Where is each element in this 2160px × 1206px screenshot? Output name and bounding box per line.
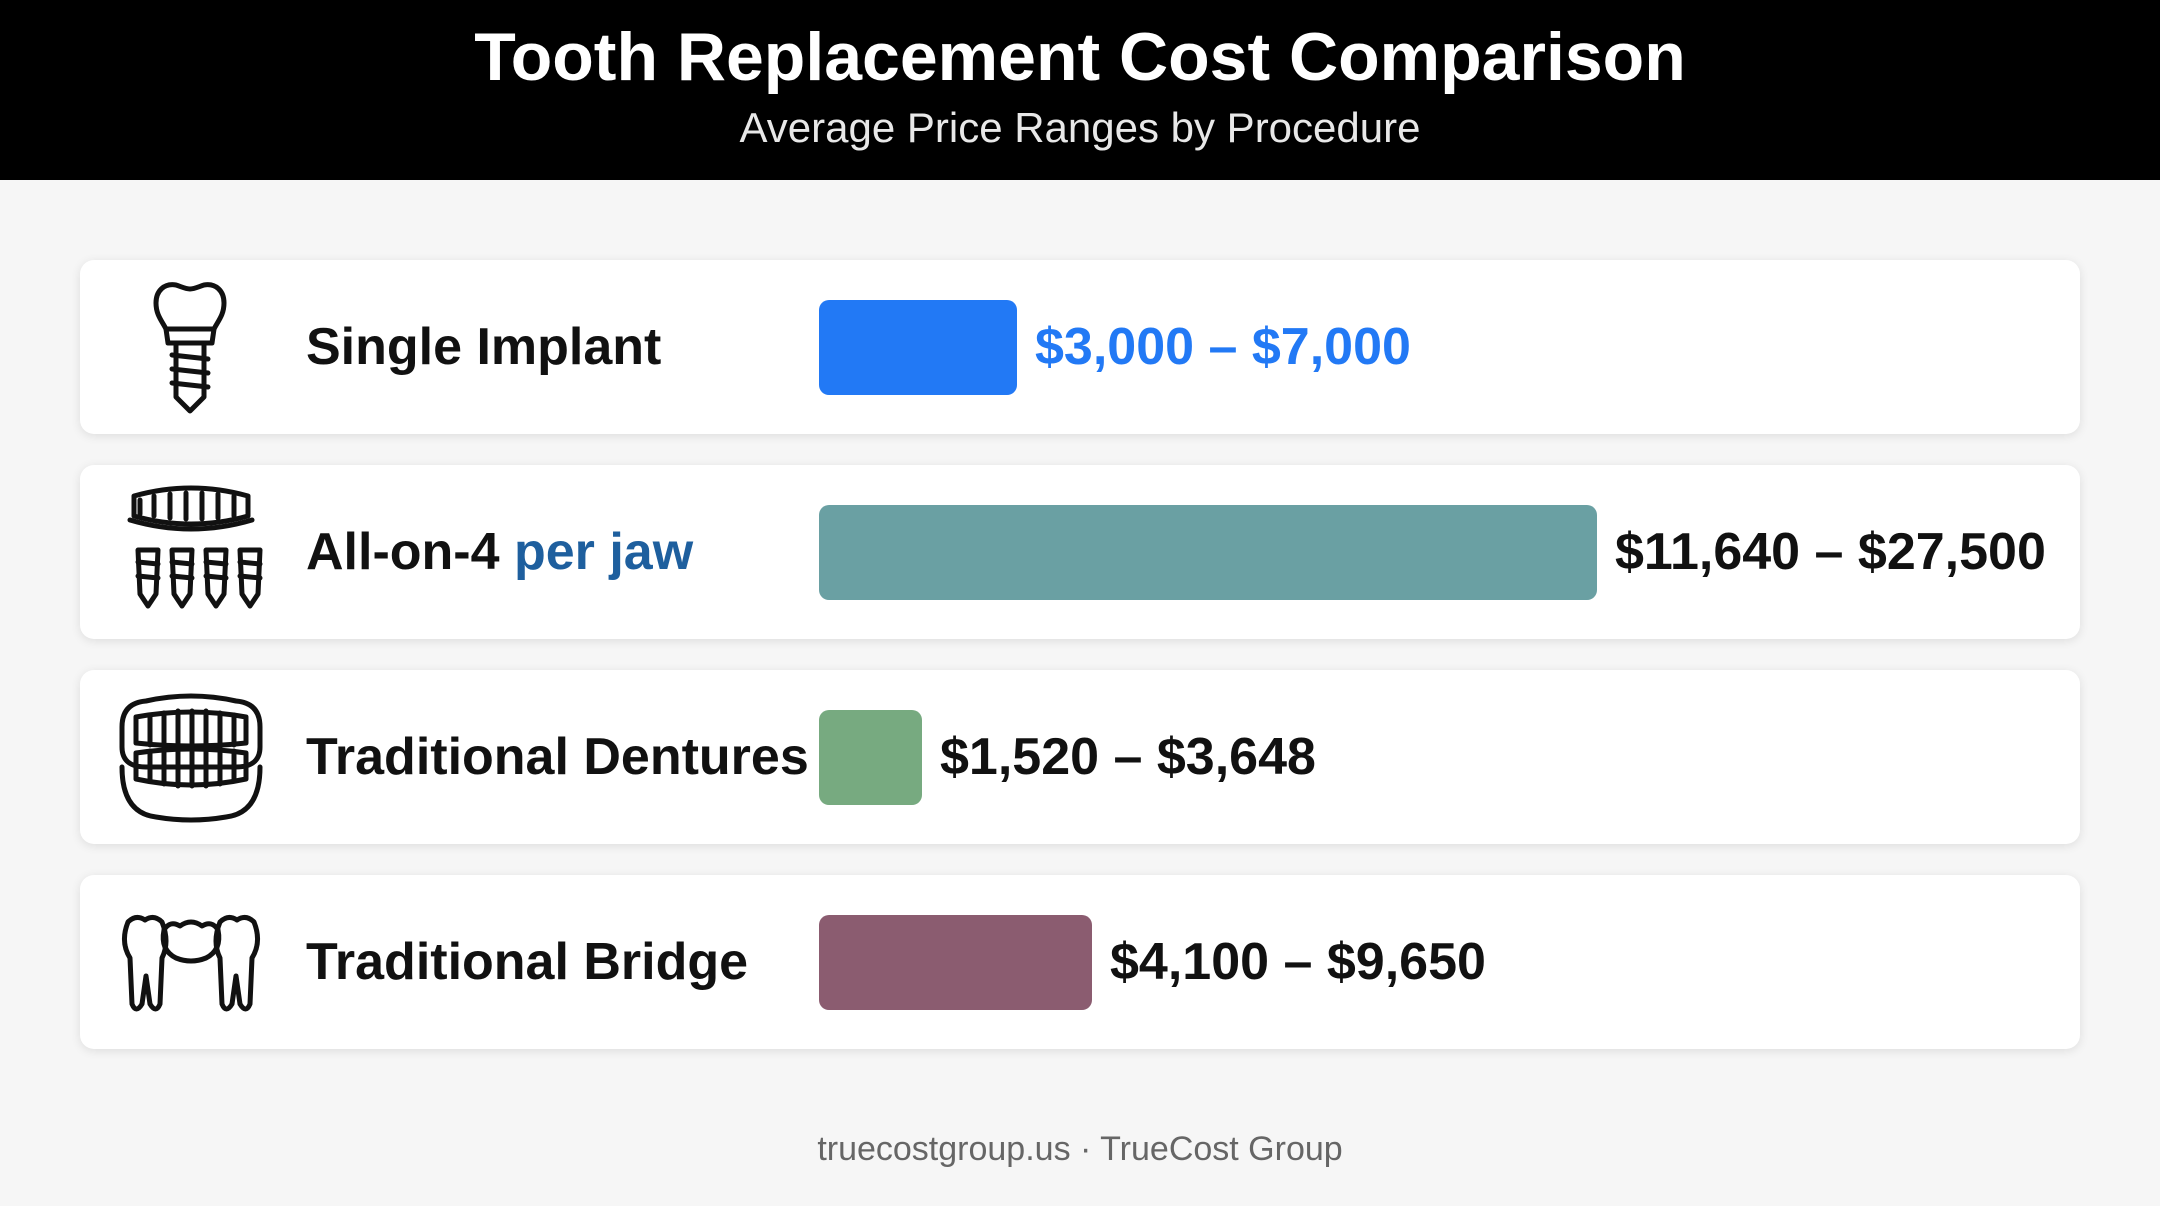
all-on-4-implants-icon xyxy=(127,485,263,609)
bar-traditional-bridge xyxy=(819,915,1092,1010)
row-traditional-bridge: Traditional Bridge $4,100 – $9,650 xyxy=(80,875,2080,1049)
range-label-traditional-dentures: $1,520 – $3,648 xyxy=(940,728,1316,786)
range-label-traditional-bridge: $4,100 – $9,650 xyxy=(1110,933,1486,991)
bar-all-on-4 xyxy=(819,505,1597,600)
row-all-on-4: All-on-4 per jaw $11,640 – $27,500 xyxy=(80,465,2080,639)
dentures-icon xyxy=(119,693,263,823)
dental-implant-icon xyxy=(153,282,227,414)
row-label: Single Implant xyxy=(306,318,662,376)
range-label-all-on-4: $11,640 – $27,500 xyxy=(1615,523,2046,581)
row-single-implant: Single Implant $3,000 – $7,000 xyxy=(80,260,2080,434)
dental-bridge-icon xyxy=(122,914,260,1012)
chart-title: Tooth Replacement Cost Comparison xyxy=(474,19,1686,95)
row-label: All-on-4 per jaw xyxy=(306,523,694,581)
bar-single-implant xyxy=(819,300,1017,395)
footer-credit: truecostgroup.us · TrueCost Group xyxy=(817,1130,1343,1168)
header: Tooth Replacement Cost Comparison Averag… xyxy=(0,0,2160,180)
bar-traditional-dentures xyxy=(819,710,922,805)
row-label: Traditional Dentures xyxy=(306,728,809,786)
range-label-single-implant: $3,000 – $7,000 xyxy=(1035,318,1411,376)
row-traditional-dentures: Traditional Dentures $1,520 – $3,648 xyxy=(80,670,2080,844)
chart-subtitle: Average Price Ranges by Procedure xyxy=(739,104,1421,151)
row-label: Traditional Bridge xyxy=(306,933,749,991)
